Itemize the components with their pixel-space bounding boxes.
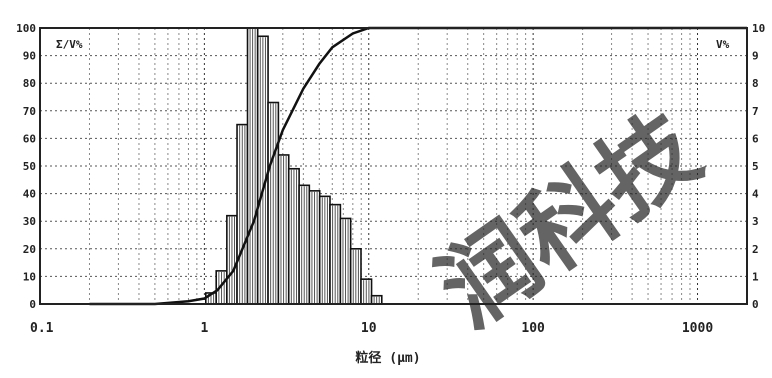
x-tick-label: 0.1: [30, 321, 54, 336]
x-tick-label: 100: [521, 321, 545, 336]
histogram-bar: [277, 154, 290, 305]
x-tick-label: 1000: [682, 321, 713, 336]
histogram-bar: [349, 248, 362, 305]
right-tick-label: 6: [752, 132, 759, 145]
left-tick-label: 50: [23, 160, 36, 173]
left-tick-label: 70: [23, 105, 36, 118]
right-tick-label: 3: [752, 215, 759, 228]
cumulative-line: [89, 26, 747, 306]
histogram-bar: [360, 278, 373, 305]
right-tick-label: 5: [752, 160, 759, 173]
left-axis-label: Σ/V%: [56, 38, 83, 51]
histogram-bar: [298, 184, 311, 305]
histogram-bar: [318, 195, 331, 305]
left-y-axis: 0 10 20 30 40 50 60 70 80 90 100: [16, 22, 36, 311]
left-tick-label: 80: [23, 77, 36, 90]
left-tick-label: 30: [23, 215, 36, 228]
right-tick-label: 9: [752, 50, 759, 63]
x-axis: 0.1 1 10 100 1000: [30, 321, 713, 336]
right-tick-label: 4: [752, 188, 759, 201]
right-tick-label: 0: [752, 298, 759, 311]
left-tick-label: 0: [29, 298, 36, 311]
histogram-bar: [329, 203, 342, 305]
x-axis-label: 粒径 (μm): [355, 350, 420, 366]
histogram-bar: [246, 27, 259, 305]
left-tick-label: 100: [16, 22, 36, 35]
histogram-bar: [370, 294, 383, 305]
x-tick-label: 1: [200, 321, 208, 336]
histogram-bar: [226, 214, 238, 305]
histogram-bar: [267, 101, 280, 305]
histogram-bar: [308, 190, 321, 305]
x-tick-label: 10: [361, 321, 377, 336]
left-tick-label: 40: [23, 188, 36, 201]
left-tick-label: 60: [23, 132, 36, 145]
left-tick-label: 20: [23, 243, 36, 256]
right-tick-label: 1: [752, 270, 759, 283]
right-tick-label: 10: [752, 22, 765, 35]
plot-frame: [39, 27, 748, 305]
histogram-bar: [256, 35, 269, 305]
right-tick-label: 2: [752, 243, 759, 256]
right-tick-label: 7: [752, 105, 759, 118]
cumulative-curve: [89, 26, 747, 306]
histogram-bar: [287, 167, 300, 305]
left-tick-label: 10: [23, 270, 36, 283]
plot-background: [40, 28, 747, 304]
histogram-bar: [339, 217, 352, 305]
histogram-bar: [236, 123, 249, 305]
right-tick-label: 8: [752, 77, 759, 90]
right-y-axis: 0 1 2 3 4 5 6 7 8 9 10: [752, 22, 765, 311]
right-axis-label: V%: [716, 38, 730, 51]
histogram-bar: [215, 270, 228, 305]
left-tick-label: 90: [23, 50, 36, 63]
